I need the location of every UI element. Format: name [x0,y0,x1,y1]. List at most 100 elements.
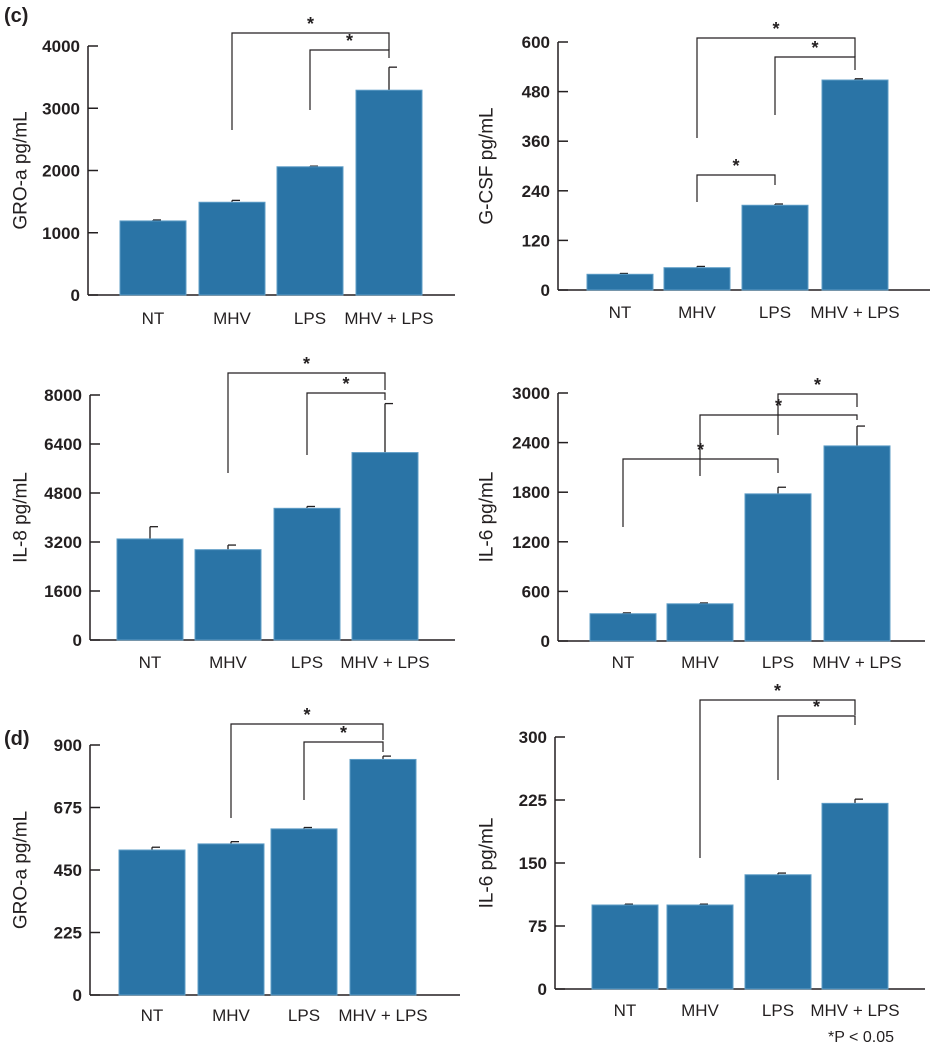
bar [349,758,417,996]
x-tick-label: LPS [759,303,791,322]
x-tick-label: MHV [212,1006,250,1025]
bar [744,493,812,642]
y-tick-label: 1600 [44,582,82,601]
bar [663,267,731,291]
bar [823,445,891,642]
significance-bracket [230,723,384,818]
y-tick-label: 360 [522,132,550,151]
x-tick-label: MHV [213,309,251,328]
y-tick-label: 0 [73,631,82,650]
x-tick-label: MHV [678,303,716,322]
y-tick-label: 2000 [42,162,80,181]
significance-bracket [231,32,390,130]
x-tick-label: NT [614,1001,637,1020]
significance-bracket [227,372,386,473]
bar [744,874,812,990]
x-tick-label: MHV [209,653,247,672]
significance-star: * [303,354,310,374]
y-tick-label: 225 [519,791,547,810]
y-tick-label: 675 [54,799,82,818]
x-tick-label: MHV [681,1001,719,1020]
bar [198,201,266,296]
x-tick-label: MHV + LPS [338,1006,427,1025]
significance-star: * [772,19,779,39]
y-tick-label: 4800 [44,484,82,503]
significance-bracket [306,392,386,455]
y-tick-label: 480 [522,83,550,102]
significance-star: * [340,723,347,743]
y-tick-label: 2400 [512,434,550,453]
bar [589,613,657,642]
x-tick-label: MHV + LPS [340,653,429,672]
bar [666,904,734,990]
x-tick-label: MHV + LPS [810,303,899,322]
y-tick-label: 1800 [512,483,550,502]
y-tick-label: 3000 [512,384,550,403]
bar [741,204,809,291]
significance-star: * [732,156,739,176]
significance-bracket [774,56,856,115]
significance-star: * [774,681,781,701]
y-axis-label: IL-6 pg/mL [477,818,498,909]
y-axis-label: GRO-a pg/mL [11,111,32,229]
bar [116,538,184,641]
y-tick-label: 0 [541,632,550,651]
x-tick-label: MHV [681,653,719,672]
y-tick-label: 150 [519,854,547,873]
y-tick-label: 1200 [512,533,550,552]
bar [821,79,889,291]
y-tick-label: 240 [522,182,550,201]
bar [273,507,341,641]
bar [276,166,344,296]
x-tick-label: NT [142,309,165,328]
significance-bracket [777,393,858,435]
x-tick-label: NT [139,653,162,672]
y-tick-label: 450 [54,861,82,880]
bar [197,843,265,996]
x-tick-label: LPS [291,653,323,672]
significance-bracket [303,741,384,800]
y-tick-label: 900 [54,736,82,755]
y-tick-label: 0 [541,281,550,300]
x-tick-label: NT [609,303,632,322]
y-tick-label: 600 [522,582,550,601]
y-tick-label: 120 [522,231,550,250]
bar [591,904,659,990]
bar [666,603,734,642]
x-tick-label: MHV + LPS [810,1001,899,1020]
significance-star: * [811,38,818,58]
bar [351,452,419,641]
y-axis-label: IL-8 pg/mL [11,472,32,563]
x-tick-label: MHV + LPS [812,653,901,672]
significance-bracket [696,37,856,138]
y-tick-label: 0 [538,980,547,999]
y-tick-label: 225 [54,924,82,943]
bar [270,828,338,996]
y-tick-label: 3000 [42,99,80,118]
significance-bracket [309,49,390,110]
bar [586,273,654,291]
significance-star: * [814,375,821,395]
y-tick-label: 3200 [44,533,82,552]
bar [194,549,262,641]
significance-footnote: *P < 0.05 [828,1029,894,1046]
bar [355,89,423,296]
y-tick-label: 600 [522,33,550,52]
bar [821,802,889,990]
y-axis-label: IL-6 pg/mL [477,472,498,563]
y-tick-label: 4000 [42,37,80,56]
bar [118,849,186,996]
y-axis-label: GRO-a pg/mL [11,811,32,929]
x-tick-label: NT [612,653,635,672]
y-tick-label: 75 [528,917,547,936]
significance-star: * [813,697,820,717]
x-tick-label: NT [141,1006,164,1025]
significance-star: * [303,705,310,725]
y-tick-label: 1000 [42,224,80,243]
y-axis-label: G-CSF pg/mL [477,107,498,224]
y-tick-label: 0 [71,286,80,305]
x-tick-label: LPS [762,1001,794,1020]
x-tick-label: MHV + LPS [344,309,433,328]
y-tick-label: 6400 [44,435,82,454]
